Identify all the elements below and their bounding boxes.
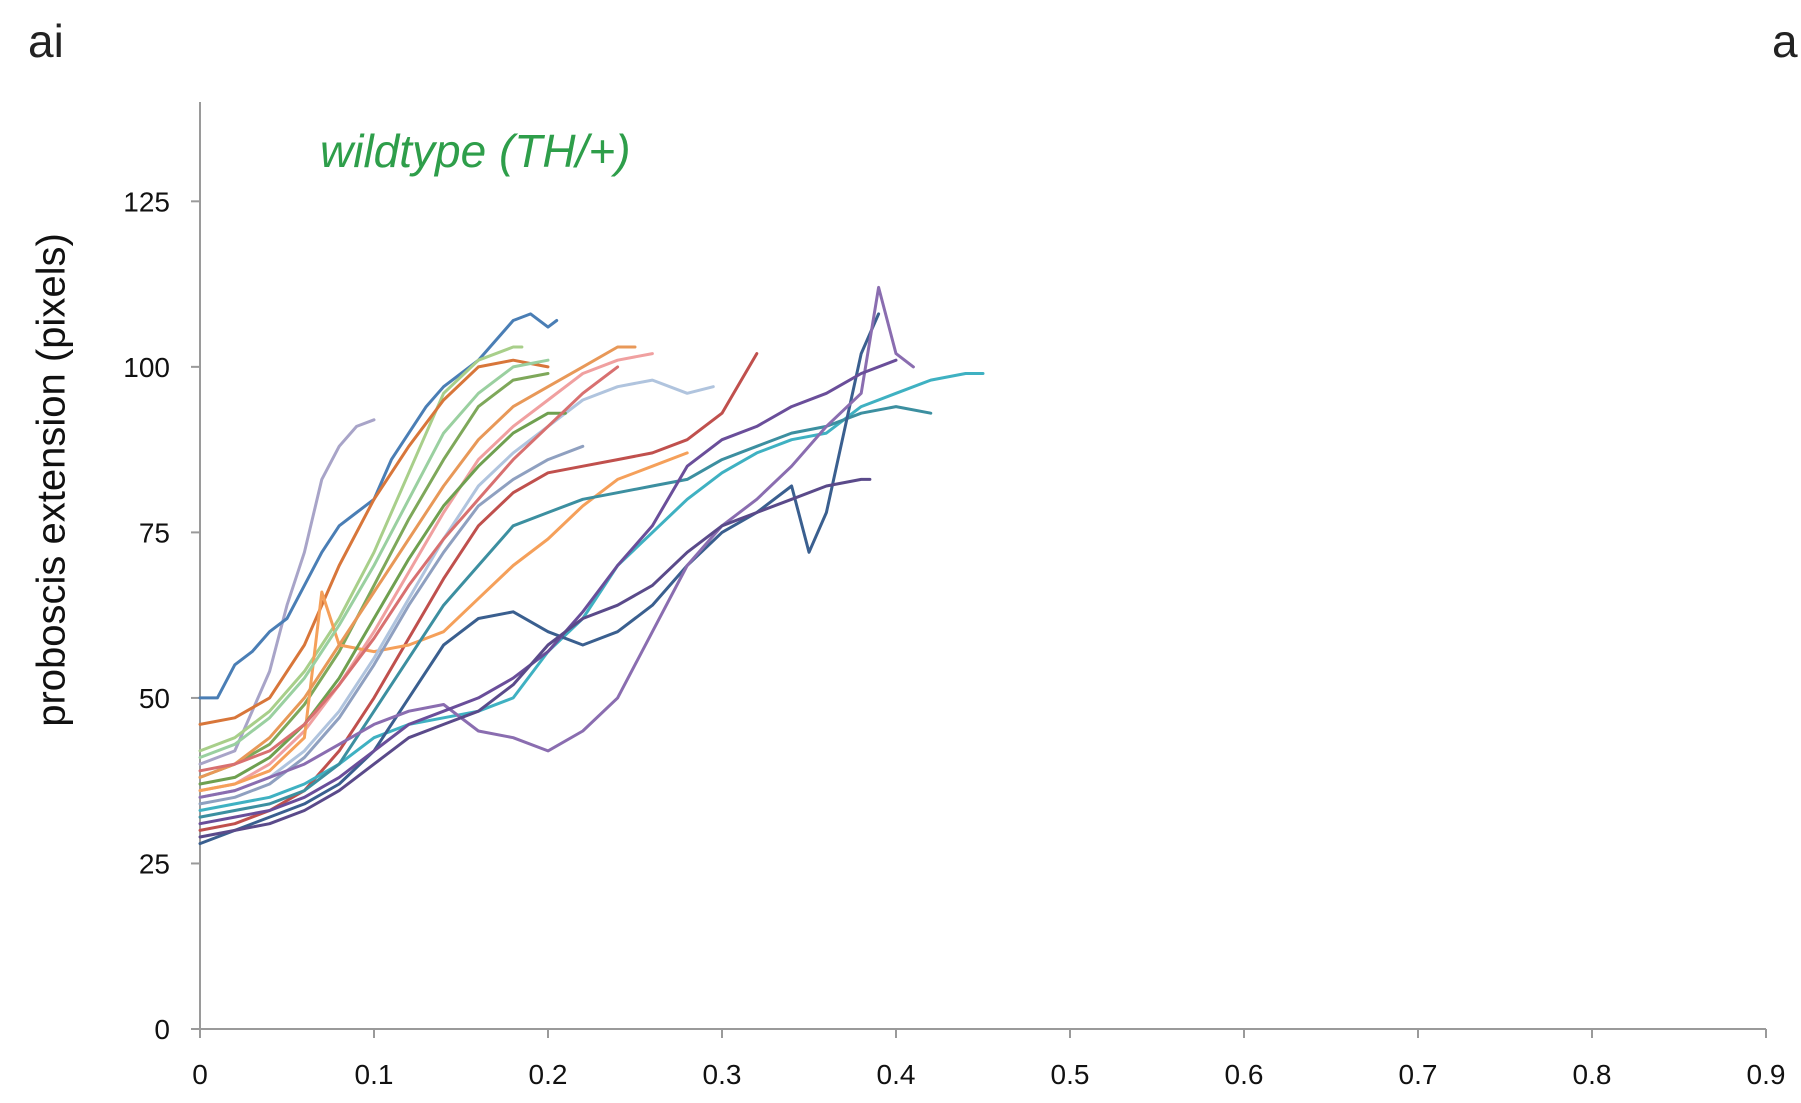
y-tick-label: 25 — [139, 848, 170, 879]
series-line-15 — [198, 358, 898, 826]
series-line-14 — [198, 285, 915, 799]
x-tick-label: 0.6 — [1225, 1059, 1264, 1090]
x-tick-label: 0.7 — [1399, 1059, 1438, 1090]
panel-label-clipped: a — [1772, 15, 1798, 67]
x-tick-label: 0.4 — [877, 1059, 916, 1090]
axes: 0 25 50 75 100 125 0 0.1 0.2 0.3 0.4 0.5 0.6 0.7 0.8 0.… — [123, 102, 1785, 1090]
series-line-7 — [198, 352, 759, 832]
x-tick-label: 0.8 — [1573, 1059, 1612, 1090]
y-tick-label: 125 — [123, 186, 170, 217]
y-tick-label: 50 — [139, 683, 170, 714]
series-line-20 — [198, 365, 620, 773]
series-line-1 — [198, 418, 376, 766]
series-line-12 — [198, 405, 933, 819]
series-line-19 — [198, 411, 567, 786]
x-tick-label: 0 — [192, 1059, 208, 1090]
series-layer — [198, 285, 985, 846]
y-tick-label: 100 — [123, 352, 170, 383]
chart-annotation: wildtype (TH/+) — [320, 125, 631, 177]
y-tick-label: 0 — [154, 1014, 170, 1045]
x-tick-label: 0.1 — [355, 1059, 394, 1090]
y-tick-label: 75 — [139, 517, 170, 548]
series-line-6 — [198, 352, 654, 793]
series-line-10 — [198, 444, 585, 806]
series-line-11 — [198, 372, 985, 812]
x-tick-label: 0.2 — [529, 1059, 568, 1090]
series-line-4 — [198, 358, 550, 726]
series-line-9 — [198, 378, 715, 799]
series-line-18 — [198, 345, 637, 779]
series-line-3 — [198, 345, 524, 753]
series-line-2 — [198, 312, 559, 700]
x-tick-label: 0.3 — [703, 1059, 742, 1090]
panel-label: ai — [28, 15, 64, 67]
series-line-5 — [198, 372, 550, 779]
series-line-16 — [198, 477, 872, 839]
x-tick-label: 0.5 — [1051, 1059, 1090, 1090]
series-line-17 — [198, 358, 550, 759]
series-line-13 — [198, 312, 881, 846]
series-line-8 — [198, 451, 689, 793]
x-tick-label: 0.9 — [1747, 1059, 1786, 1090]
